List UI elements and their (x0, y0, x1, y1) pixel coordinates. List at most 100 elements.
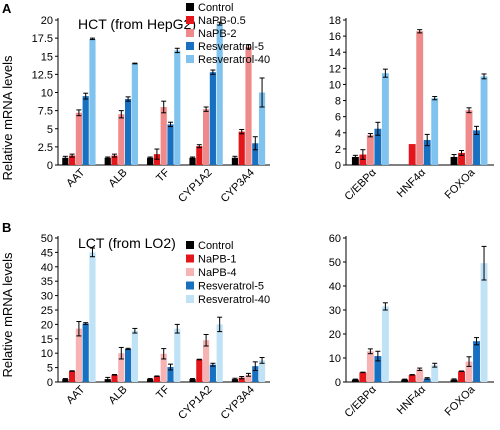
y-tick-label: 35 (41, 276, 53, 288)
legend-swatch (186, 29, 194, 37)
x-category-label: C/EBPα (342, 383, 379, 420)
bar (258, 360, 266, 382)
bar (209, 364, 216, 382)
y-tick-label: 50 (41, 233, 53, 245)
legend-label: Resveratrol-40 (198, 54, 270, 66)
bar (458, 152, 465, 165)
x-category-label: HNF4α (395, 166, 429, 200)
bar (381, 306, 389, 382)
bar (408, 374, 416, 382)
x-category-label: AAT (64, 383, 87, 406)
bar (216, 23, 223, 165)
bar (231, 379, 239, 382)
legend-swatch (186, 55, 194, 63)
bar (245, 46, 252, 166)
panel-label-b: B (2, 220, 11, 235)
bar (62, 379, 69, 382)
x-category-label: FOXOa (443, 166, 478, 201)
y-tick-label: 7.5 (38, 106, 53, 118)
bar (104, 157, 111, 165)
bar (167, 124, 174, 165)
panel-label-a: A (2, 1, 12, 16)
y-tick-label: 0 (335, 377, 341, 389)
x-category-label: ALB (107, 167, 130, 190)
bar (196, 359, 203, 382)
legend-label: Resveratrol-5 (198, 41, 264, 53)
y-tick-label: 8 (335, 96, 341, 108)
legend-label: NaPB-1 (198, 254, 237, 266)
x-category-label: FOXOa (443, 383, 478, 418)
legend-label: NaPB-2 (198, 28, 237, 40)
bar (89, 252, 96, 382)
y-tick-label: 45 (41, 247, 53, 259)
legend-label: NaPB-4 (198, 267, 237, 279)
y-tick-label: 12.5 (32, 69, 53, 81)
bar (480, 263, 488, 382)
chart-title-b: LCT (from LO2) (78, 235, 176, 251)
x-category-label: CYP3A4 (219, 384, 257, 422)
y-tick-label: 10 (329, 79, 341, 91)
legend-swatch (186, 254, 194, 263)
x-category-label: ALB (107, 384, 130, 407)
bar (465, 361, 473, 382)
bar (351, 379, 359, 382)
x-category-label: TF (154, 383, 172, 401)
bar (258, 92, 266, 165)
bar (238, 377, 245, 382)
bar (147, 157, 154, 165)
y-tick-label: 5 (47, 124, 53, 136)
y-tick-label: 20 (41, 15, 53, 27)
bar (238, 131, 245, 165)
y-tick-label: 10 (329, 353, 341, 365)
bar (252, 143, 259, 165)
y-axis-label-a: Relative mRNA levels (0, 55, 15, 180)
legend-swatch (186, 268, 194, 276)
bar (473, 341, 480, 382)
bar (408, 144, 416, 165)
y-tick-label: 60 (329, 233, 341, 245)
x-category-label: HNF4α (395, 383, 429, 417)
legend-swatch (186, 281, 194, 290)
bar (75, 328, 82, 382)
bar (147, 379, 154, 382)
bar (423, 140, 431, 165)
bar (209, 72, 216, 165)
legend-label: Resveratrol-5 (198, 281, 264, 293)
y-tick-label: 17.5 (32, 33, 53, 45)
x-category-label: CYP1A2 (176, 384, 214, 422)
y-tick-label: 16 (329, 31, 341, 43)
y-tick-label: 14 (329, 47, 341, 59)
bar (131, 330, 138, 382)
y-tick-label: 20 (329, 329, 341, 341)
y-tick-label: 0 (47, 377, 53, 389)
y-tick-label: 10 (41, 88, 53, 100)
legend-swatch (186, 295, 194, 303)
bar (366, 135, 374, 165)
bar (174, 328, 181, 382)
bar (124, 348, 132, 382)
bar (431, 365, 439, 382)
bar (203, 340, 210, 382)
bar (189, 157, 196, 165)
bar (231, 157, 239, 165)
legend-label: Resveratrol-40 (198, 294, 270, 306)
bar (203, 109, 210, 165)
bar (82, 323, 89, 382)
bar (62, 157, 69, 165)
y-tick-label: 10 (41, 348, 53, 360)
bar (196, 146, 203, 165)
y-tick-label: 30 (41, 291, 53, 303)
x-category-label: CYP1A2 (176, 167, 214, 205)
bar (374, 128, 382, 165)
y-tick-label: 0 (335, 160, 341, 172)
y-tick-label: 2 (335, 144, 341, 156)
chart-4: 0 10 20 30 40 50 60 C/EBPα HNF4α FOXOa (329, 233, 494, 420)
bar (366, 351, 374, 382)
bar (69, 155, 76, 165)
bar (458, 371, 465, 382)
bar (118, 114, 125, 165)
bar (160, 353, 167, 382)
legend-swatch (186, 241, 194, 249)
bar (252, 366, 259, 382)
